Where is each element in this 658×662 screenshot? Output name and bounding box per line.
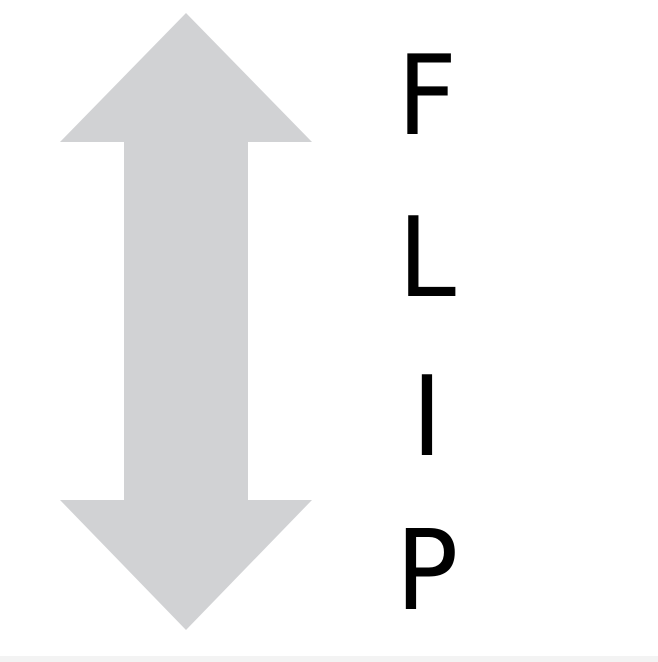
flip-letter-i: I — [411, 352, 443, 482]
flip-letter-f: F — [397, 31, 457, 161]
bottom-divider — [0, 656, 658, 662]
flip-letter-p: P — [395, 506, 459, 636]
double-arrow-shape — [60, 13, 312, 630]
flip-letter-l: L — [398, 193, 456, 323]
